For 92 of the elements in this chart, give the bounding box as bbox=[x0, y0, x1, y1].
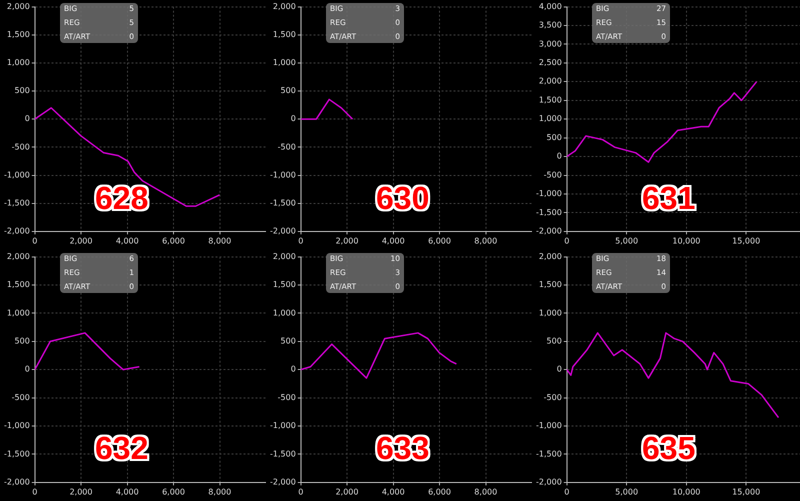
x-tick-label: 2,000 bbox=[336, 236, 358, 246]
y-tick-label: -1,500 bbox=[536, 449, 562, 458]
y-tick-label: 1,500 bbox=[6, 30, 30, 39]
y-tick-label: -1,000 bbox=[270, 170, 296, 180]
x-tick-label: 0 bbox=[298, 487, 304, 496]
x-tick-label: 4,000 bbox=[382, 487, 405, 496]
x-tick-label: 4,000 bbox=[116, 236, 139, 246]
y-tick-label: -500 bbox=[278, 142, 296, 152]
y-tick-label: 3,500 bbox=[538, 20, 562, 30]
y-tick-label: 500 bbox=[14, 86, 30, 96]
y-tick-label: 2,500 bbox=[538, 58, 562, 68]
x-tick-label: 2,000 bbox=[336, 487, 358, 496]
x-tick-label: 6,000 bbox=[428, 236, 451, 246]
y-tick-label: -1,500 bbox=[4, 449, 30, 458]
y-tick-label: -500 bbox=[12, 142, 30, 152]
y-tick-label: 1,500 bbox=[538, 95, 562, 104]
y-tick-label: -2,000 bbox=[4, 477, 30, 486]
x-tick-label: 6,000 bbox=[162, 236, 185, 246]
y-tick-label: 1,000 bbox=[6, 308, 30, 318]
text: 632 bbox=[95, 430, 148, 467]
y-tick-label: -1,500 bbox=[536, 208, 562, 217]
x-tick-label: 5,000 bbox=[615, 236, 638, 246]
y-tick-label: -1,000 bbox=[536, 421, 562, 430]
y-tick-label: 3,000 bbox=[538, 39, 562, 48]
x-tick-label: 6,000 bbox=[428, 487, 451, 496]
x-tick-label: 15,000 bbox=[732, 236, 760, 246]
text: 631 bbox=[642, 180, 696, 217]
x-tick-label: 5,000 bbox=[615, 487, 638, 496]
y-tick-label: 4,000 bbox=[538, 2, 562, 11]
y-tick-label: 500 bbox=[14, 336, 30, 346]
y-tick-label: 2,000 bbox=[272, 2, 296, 11]
y-tick-label: 1,000 bbox=[272, 308, 296, 318]
y-tick-label: 0 bbox=[290, 114, 296, 124]
y-tick-label: 1,000 bbox=[6, 58, 30, 68]
x-tick-label: 8,000 bbox=[208, 236, 232, 246]
text: 635 bbox=[642, 430, 696, 467]
x-tick-label: 0 bbox=[32, 487, 38, 496]
y-tick-label: -1,000 bbox=[270, 421, 296, 430]
y-tick-label: -500 bbox=[544, 170, 562, 180]
y-tick-label: 0 bbox=[556, 152, 562, 161]
x-tick-label: 15,000 bbox=[732, 487, 760, 496]
y-tick-label: 1,500 bbox=[272, 30, 296, 39]
y-tick-label: -2,000 bbox=[536, 226, 562, 236]
x-tick-label: 6,000 bbox=[162, 487, 185, 496]
y-tick-label: -2,000 bbox=[270, 477, 296, 486]
text: 630 bbox=[376, 180, 430, 217]
y-tick-label: 2,000 bbox=[6, 252, 30, 261]
y-tick-label: 1,500 bbox=[538, 280, 562, 290]
y-tick-label: 2,000 bbox=[6, 2, 30, 11]
y-tick-label: 1,500 bbox=[6, 280, 30, 290]
y-tick-label: 0 bbox=[24, 364, 30, 374]
x-tick-label: 4,000 bbox=[116, 487, 139, 496]
x-tick-label: 8,000 bbox=[474, 236, 498, 246]
y-tick-label: 1,000 bbox=[272, 58, 296, 68]
y-tick-label: -500 bbox=[278, 392, 296, 402]
y-tick-label: -500 bbox=[544, 392, 562, 402]
x-tick-label: 2,000 bbox=[70, 236, 92, 246]
y-tick-label: 500 bbox=[280, 86, 296, 96]
y-tick-label: 0 bbox=[290, 364, 296, 374]
x-tick-label: 0 bbox=[564, 487, 570, 496]
y-tick-label: -2,000 bbox=[4, 226, 30, 236]
y-tick-label: 2,000 bbox=[272, 252, 296, 261]
y-tick-label: 1,500 bbox=[272, 280, 296, 290]
x-tick-label: 4,000 bbox=[382, 236, 405, 246]
text: 633 bbox=[376, 430, 430, 467]
x-tick-label: 10,000 bbox=[672, 236, 700, 246]
y-tick-label: -2,000 bbox=[536, 477, 562, 486]
y-tick-label: 1,000 bbox=[538, 308, 562, 318]
y-tick-label: 1,000 bbox=[538, 114, 562, 124]
x-tick-label: 0 bbox=[32, 236, 38, 246]
y-tick-label: -1,500 bbox=[270, 449, 296, 458]
x-tick-label: 0 bbox=[564, 236, 570, 246]
y-tick-label: -1,000 bbox=[4, 170, 30, 180]
y-tick-label: 0 bbox=[556, 364, 562, 374]
y-tick-label: 500 bbox=[546, 336, 562, 346]
x-tick-label: 0 bbox=[298, 236, 304, 246]
y-tick-label: 500 bbox=[280, 336, 296, 346]
y-tick-label: -1,000 bbox=[536, 189, 562, 198]
y-tick-label: 500 bbox=[546, 132, 562, 142]
x-tick-label: 8,000 bbox=[474, 487, 498, 496]
text: 628 bbox=[95, 180, 148, 217]
y-tick-label: -1,500 bbox=[270, 198, 296, 208]
x-tick-label: 8,000 bbox=[208, 487, 232, 496]
x-tick-label: 2,000 bbox=[70, 487, 92, 496]
y-tick-label: 2,000 bbox=[538, 252, 562, 261]
y-tick-label: -1,000 bbox=[4, 421, 30, 430]
y-tick-label: 2,000 bbox=[538, 76, 562, 86]
y-tick-label: 0 bbox=[24, 114, 30, 124]
y-tick-label: -1,500 bbox=[4, 198, 30, 208]
y-tick-label: -2,000 bbox=[270, 226, 296, 236]
x-tick-label: 10,000 bbox=[672, 487, 700, 496]
y-tick-label: -500 bbox=[12, 392, 30, 402]
